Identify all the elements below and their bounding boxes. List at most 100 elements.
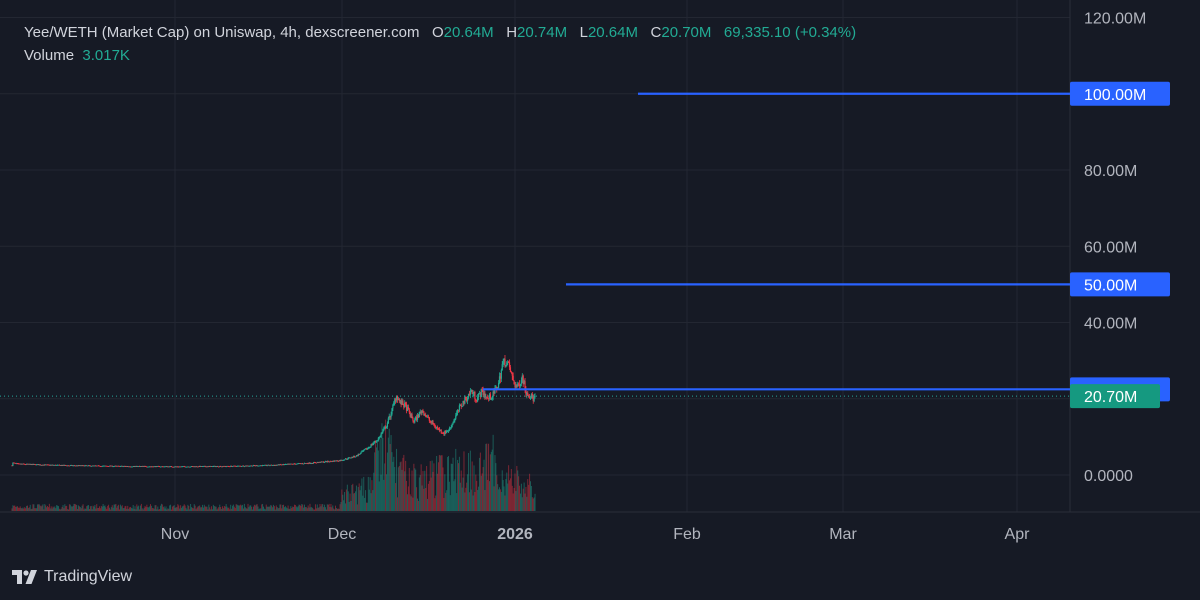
candle-body [45, 464, 47, 466]
volume-bar [129, 506, 131, 511]
candle-body [71, 465, 73, 466]
legend-close-value: 20.70M [661, 24, 712, 41]
volume-bar [246, 508, 248, 511]
candle-body [295, 463, 297, 465]
volume-bar [147, 507, 149, 511]
volume-bar [345, 503, 347, 511]
volume-bar [136, 504, 138, 511]
volume-bar [196, 507, 198, 511]
volume-bar [305, 507, 307, 511]
volume-bar [469, 450, 471, 511]
candle-body [529, 397, 532, 399]
volume-bar [137, 506, 139, 511]
volume-bar [337, 508, 339, 511]
candle-body [138, 466, 141, 467]
candle-body [55, 464, 57, 466]
volume-bar [168, 508, 170, 511]
volume-bar [260, 508, 262, 511]
volume-bar [433, 463, 435, 511]
volume-bar [93, 506, 95, 511]
volume-bar [267, 506, 269, 511]
candle-body [447, 430, 450, 432]
volume-bar [99, 508, 101, 511]
tradingview-logo[interactable]: TradingView [12, 568, 132, 586]
candle-body [122, 466, 124, 468]
candle-body [168, 466, 170, 468]
candle-body [316, 462, 318, 464]
volume-bar [493, 486, 495, 511]
volume-bar [352, 483, 354, 511]
volume-bar [273, 506, 275, 511]
volume-bar [96, 504, 98, 511]
volume-bar [371, 480, 373, 511]
candle-body [413, 420, 415, 423]
volume-bar [508, 465, 510, 511]
volume-bar [190, 503, 192, 511]
volume-bar [463, 451, 465, 511]
candle-body [74, 465, 76, 467]
volume-bar [319, 503, 321, 511]
volume-bar [78, 506, 80, 511]
volume-bar [333, 508, 335, 511]
candle-body [180, 466, 183, 468]
volume-bar [478, 457, 480, 511]
time-axis[interactable]: Nov Dec 2026 Feb Mar Apr [161, 526, 1030, 543]
volume-bar [372, 490, 374, 511]
candle-body [128, 466, 131, 468]
candle-body [431, 421, 433, 423]
volume-bar [47, 507, 49, 511]
candle-body [67, 465, 70, 467]
candle-body [127, 466, 129, 468]
volume-bar [180, 505, 182, 511]
candle-body [511, 372, 513, 376]
candle-body [441, 432, 443, 434]
volume-bar [370, 493, 372, 511]
volume-bar [73, 503, 75, 511]
volume-bar [340, 502, 342, 511]
candle-body [458, 405, 461, 411]
candle-body [156, 466, 158, 467]
candle-body [52, 464, 54, 466]
candle-body [66, 465, 69, 467]
volume-bar [492, 434, 494, 511]
candle-body [16, 463, 19, 465]
volume-bar [169, 505, 171, 511]
volume-bar [454, 479, 456, 511]
candle-body [399, 400, 401, 402]
volume-bar [413, 463, 415, 511]
volume-bar [501, 470, 503, 511]
candle-body [227, 465, 229, 467]
candle-body [138, 466, 140, 467]
volume-bar [532, 498, 534, 511]
volume-bar [186, 509, 188, 511]
volume-bar [101, 506, 103, 511]
volume-bar [468, 453, 470, 511]
candle-body [39, 464, 41, 466]
volume-bar [194, 505, 196, 511]
candle-body [527, 392, 529, 396]
candle-body [333, 460, 335, 462]
candle-body [302, 463, 304, 465]
volume-bar [391, 452, 393, 511]
candle-body [306, 463, 308, 464]
volume-bar [356, 504, 358, 511]
candle-body [404, 402, 406, 408]
volume-bar [234, 508, 236, 511]
volume-bar [285, 507, 287, 511]
volume-bar [348, 501, 350, 511]
candle-body [21, 463, 23, 465]
volume-bar [420, 464, 422, 511]
volume-bar [127, 505, 129, 511]
volume-bar [346, 484, 348, 511]
volume-bar [441, 455, 443, 511]
candle-body [270, 464, 272, 466]
price-axis[interactable]: 0.0000 40.00M 60.00M 80.00M 120.00M [1084, 11, 1146, 486]
candle-body [251, 465, 253, 467]
candle-body [360, 452, 362, 454]
candle-body [352, 456, 354, 458]
volume-bar [249, 505, 251, 511]
hline-label-bg-0 [1070, 81, 1170, 106]
volume-bar [465, 487, 467, 511]
